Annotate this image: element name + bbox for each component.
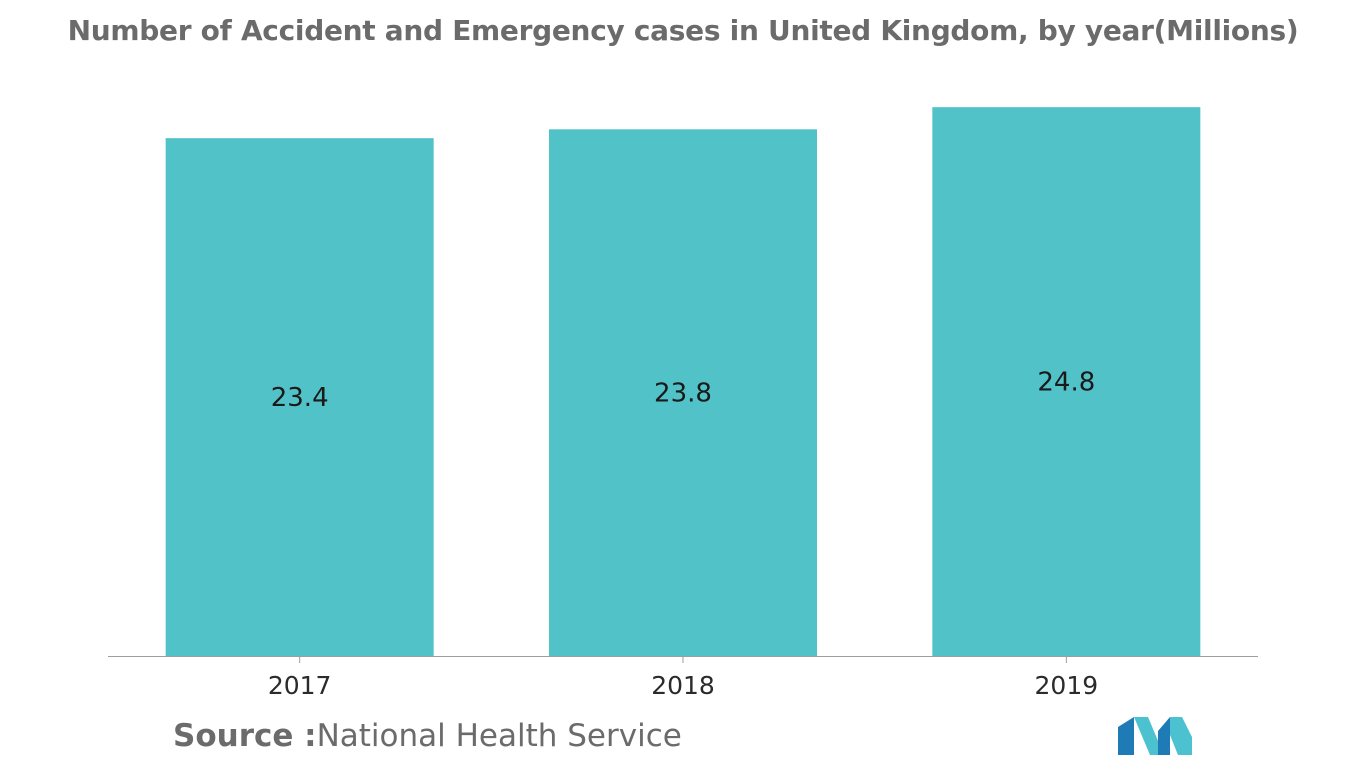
mordor-logo-icon: [1118, 717, 1192, 755]
chart-title: Number of Accident and Emergency cases i…: [67, 14, 1299, 47]
x-tick-label-2018: 2018: [651, 671, 715, 700]
source-note: Source :National Health Service: [173, 718, 682, 754]
bar-2018: [549, 129, 817, 656]
bar-2017: [165, 138, 434, 656]
bar-value-label-2017: 23.4: [271, 383, 329, 413]
source-prefix: Source :: [173, 718, 317, 754]
x-tick-label-2019: 2019: [1035, 671, 1099, 700]
bar-value-label-2019: 24.8: [1037, 368, 1095, 398]
x-tick-label-2017: 2017: [268, 671, 332, 700]
source-name: National Health Service: [316, 718, 682, 754]
bar-value-label-2018: 23.8: [654, 379, 712, 409]
bar-2019: [932, 107, 1201, 656]
